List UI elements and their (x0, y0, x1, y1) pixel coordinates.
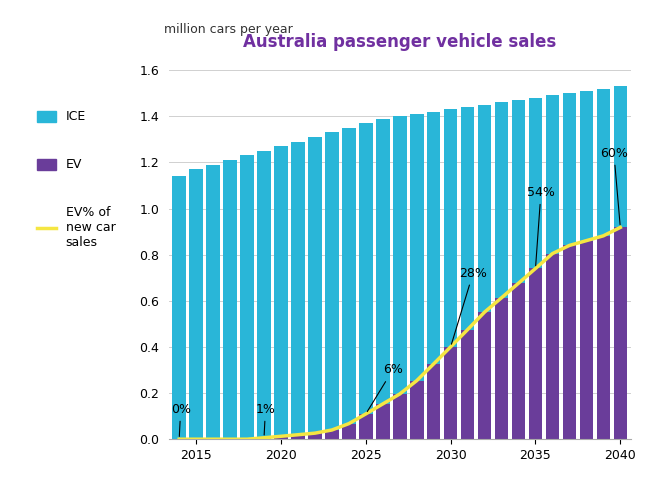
Bar (342, 128, 356, 424)
Bar (257, 438, 271, 439)
Bar (376, 404, 389, 439)
Bar (444, 109, 458, 347)
Bar (427, 364, 441, 439)
Bar (444, 347, 458, 439)
Bar (580, 91, 593, 241)
Bar (580, 241, 593, 439)
Bar (597, 88, 610, 236)
Text: 1%: 1% (255, 403, 276, 435)
Text: million cars per year: million cars per year (164, 23, 293, 36)
Text: 54%: 54% (527, 186, 555, 265)
Bar (495, 102, 508, 298)
Bar (563, 93, 576, 245)
Bar (427, 112, 441, 364)
Bar (274, 146, 288, 436)
Bar (461, 107, 474, 329)
Bar (545, 96, 559, 254)
Bar (478, 312, 491, 439)
Bar (274, 436, 288, 439)
Bar (172, 176, 186, 439)
Bar (359, 123, 372, 414)
Bar (614, 227, 627, 439)
Bar (240, 156, 254, 439)
Bar (495, 298, 508, 439)
Text: 0%: 0% (171, 403, 190, 436)
Legend: ICE, EV, EV% of
new car
sales: ICE, EV, EV% of new car sales (37, 110, 115, 249)
Bar (325, 132, 339, 430)
Bar (342, 424, 356, 439)
Bar (512, 100, 525, 283)
Bar (393, 394, 406, 439)
Bar (206, 164, 220, 439)
Bar (189, 169, 203, 439)
Bar (376, 119, 389, 404)
Bar (291, 435, 305, 439)
Bar (410, 381, 424, 439)
Bar (545, 254, 559, 439)
Title: Australia passenger vehicle sales: Australia passenger vehicle sales (243, 34, 556, 51)
Text: 6%: 6% (367, 364, 402, 411)
Bar (308, 137, 322, 433)
Bar (410, 114, 424, 381)
Bar (528, 268, 542, 439)
Bar (224, 160, 237, 439)
Bar (393, 116, 406, 394)
Bar (325, 430, 339, 439)
Bar (512, 283, 525, 439)
Bar (597, 236, 610, 439)
Bar (528, 98, 542, 268)
Bar (359, 414, 372, 439)
Bar (614, 86, 627, 227)
Text: 60%: 60% (600, 146, 628, 224)
Bar (461, 329, 474, 439)
Bar (308, 433, 322, 439)
Text: 28%: 28% (452, 266, 487, 344)
Bar (291, 142, 305, 435)
Bar (257, 151, 271, 438)
Bar (478, 105, 491, 312)
Bar (563, 245, 576, 439)
